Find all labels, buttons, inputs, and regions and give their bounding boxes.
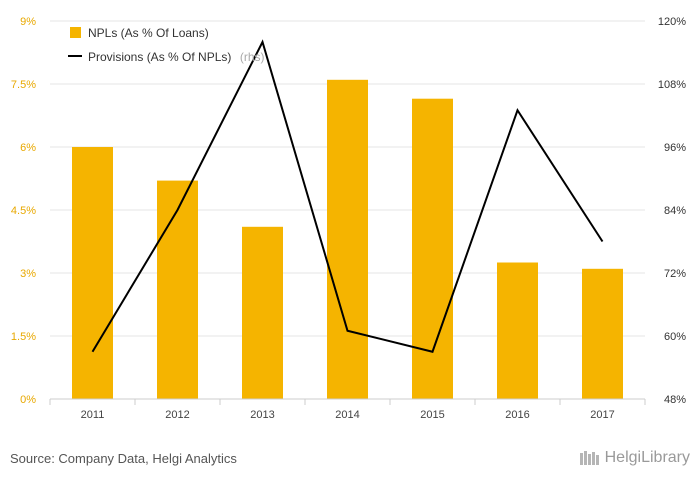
y-left-tick-label: 1.5% <box>11 331 36 343</box>
bar <box>582 268 623 399</box>
y-right-tick-label: 96% <box>664 142 686 154</box>
brand-logo: HelgiLibrary <box>579 449 690 467</box>
legend: NPLs (As % Of Loans) Provisions (As % Of… <box>68 26 265 65</box>
x-tick-label: 2014 <box>335 409 359 421</box>
x-tick-label: 2017 <box>590 409 614 421</box>
y-left-tick-label: 3% <box>20 268 36 280</box>
provisions-line <box>91 39 604 353</box>
y-right-tick-label: 60% <box>664 331 686 343</box>
library-icon <box>579 451 599 465</box>
y-right-tick-label: 84% <box>664 205 686 217</box>
legend-label-provisions-name: Provisions (As % Of NPLs) <box>88 50 231 64</box>
brand-name: HelgiLibrary <box>604 449 690 466</box>
line-series <box>91 39 604 353</box>
bar <box>242 226 283 399</box>
y-right-tick-label: 72% <box>664 268 686 280</box>
y-left-tick-label: 9% <box>20 16 36 28</box>
legend-label-npls: NPLs (As % Of Loans) <box>88 26 209 40</box>
bar <box>497 262 538 399</box>
x-tick-label: 2012 <box>165 409 189 421</box>
x-tick-label: 2013 <box>250 409 274 421</box>
bar <box>72 147 113 399</box>
legend-label-provisions-suffix: (rhs) <box>240 50 265 64</box>
bar <box>327 79 368 400</box>
source-note: Source: Company Data, Helgi Analytics <box>10 451 237 466</box>
bar <box>157 180 198 399</box>
legend-swatch-npls <box>70 27 81 38</box>
x-tick-label: 2011 <box>81 409 105 421</box>
bar <box>412 98 453 399</box>
y-right-tick-label: 108% <box>658 79 686 91</box>
y-left-tick-label: 7.5% <box>11 79 36 91</box>
axes: 0% 48% 1.5% 60% 3% 72% 4.5% 84% 6% 96% 7.5% 108% 9% 1… <box>11 16 686 421</box>
y-right-tick-label: 120% <box>658 16 686 28</box>
y-left-tick-label: 0% <box>20 394 36 406</box>
y-left-tick-label: 6% <box>20 142 36 154</box>
y-left-tick-label: 4.5% <box>11 205 36 217</box>
x-tick-label: 2016 <box>505 409 529 421</box>
y-right-tick-label: 48% <box>664 394 686 406</box>
x-tick-label: 2015 <box>420 409 444 421</box>
legend-label-provisions: Provisions (As % Of NPLs) (rhs) <box>88 48 265 65</box>
